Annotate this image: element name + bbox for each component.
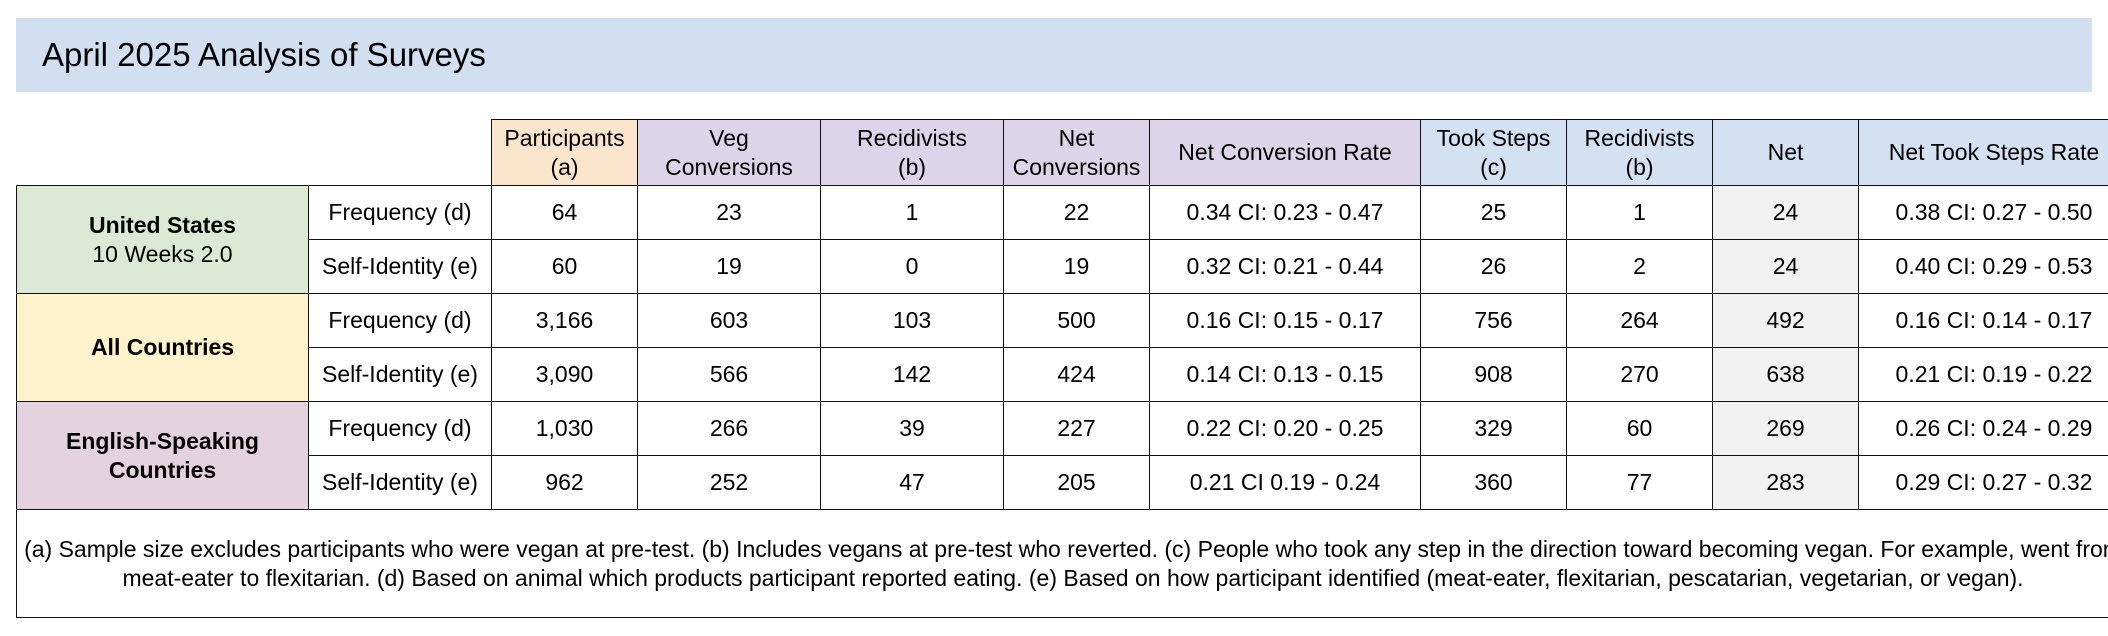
- table-cell: 103: [820, 293, 1004, 348]
- header-net-conversions: Net Conversions: [1003, 119, 1150, 186]
- footnote-row: (a) Sample size excludes participants wh…: [16, 509, 2108, 618]
- table-cell: 0.14 CI: 0.13 - 0.15: [1149, 347, 1421, 402]
- header-net: Net: [1712, 119, 1859, 186]
- table-cell: 492: [1712, 293, 1859, 348]
- table-cell: 19: [637, 239, 821, 294]
- table-cell: 0.21 CI 0.19 - 0.24: [1149, 455, 1421, 510]
- table-cell: 60: [491, 239, 638, 294]
- row-label: Frequency (d): [308, 185, 492, 240]
- table-cell: 360: [1420, 455, 1567, 510]
- table-cell: 23: [637, 185, 821, 240]
- table-cell: 0: [820, 239, 1004, 294]
- table-cell: 252: [637, 455, 821, 510]
- table-cell: 0.34 CI: 0.23 - 0.47: [1149, 185, 1421, 240]
- table-cell: 3,090: [491, 347, 638, 402]
- table-cell: 266: [637, 401, 821, 456]
- table-cell: 908: [1420, 347, 1567, 402]
- table-cell: 22: [1003, 185, 1150, 240]
- row-label: Frequency (d): [308, 293, 492, 348]
- table-cell: 962: [491, 455, 638, 510]
- table-cell: 0.32 CI: 0.21 - 0.44: [1149, 239, 1421, 294]
- table-cell: 283: [1712, 455, 1859, 510]
- table-cell: 270: [1566, 347, 1713, 402]
- group-label-english-speaking: English-Speaking Countries: [16, 401, 309, 510]
- table-cell: 77: [1566, 455, 1713, 510]
- page-title: April 2025 Analysis of Surveys: [16, 18, 2092, 92]
- table-cell: 603: [637, 293, 821, 348]
- header-veg-conversions: Veg Conversions: [637, 119, 821, 186]
- row-label: Self-Identity (e): [308, 347, 492, 402]
- table-cell: 0.38 CI: 0.27 - 0.50: [1858, 185, 2108, 240]
- table-cell: 0.40 CI: 0.29 - 0.53: [1858, 239, 2108, 294]
- header-row: Participants (a) Veg Conversions Recidivis…: [16, 119, 2108, 186]
- table-cell: 24: [1712, 239, 1859, 294]
- header-corner: [16, 119, 492, 186]
- table-cell: 424: [1003, 347, 1150, 402]
- table-row: Self-Identity (e) 962 252 47 205 0.21 CI…: [17, 455, 2108, 510]
- table-cell: 1,030: [491, 401, 638, 456]
- row-label: Self-Identity (e): [308, 455, 492, 510]
- table-cell: 500: [1003, 293, 1150, 348]
- table-cell: 205: [1003, 455, 1150, 510]
- header-recidivists: Recidivists (b): [820, 119, 1004, 186]
- table-cell: 47: [820, 455, 1004, 510]
- table-row: United States 10 Weeks 2.0 Frequency (d) …: [16, 185, 2108, 294]
- table-cell: 0.16 CI: 0.15 - 0.17: [1149, 293, 1421, 348]
- table-cell: 2: [1566, 239, 1713, 294]
- table-cell: 0.29 CI: 0.27 - 0.32: [1858, 455, 2108, 510]
- header-participants: Participants (a): [491, 119, 638, 186]
- table-cell: 0.26 CI: 0.24 - 0.29: [1858, 401, 2108, 456]
- table-cell: 0.16 CI: 0.14 - 0.17: [1858, 293, 2108, 348]
- table-row: All Countries Frequency (d) 3,166 603 10…: [16, 293, 2108, 402]
- table-cell: 142: [820, 347, 1004, 402]
- table-row: Self-Identity (e) 3,090 566 142 424 0.14…: [17, 347, 2108, 402]
- row-label: Self-Identity (e): [308, 239, 492, 294]
- table-cell: 1: [1566, 185, 1713, 240]
- table-cell: 25: [1420, 185, 1567, 240]
- header-net-conversion-rate: Net Conversion Rate: [1149, 119, 1421, 186]
- table-cell: 24: [1712, 185, 1859, 240]
- table-cell: 566: [637, 347, 821, 402]
- table-cell: 227: [1003, 401, 1150, 456]
- survey-table: Participants (a) Veg Conversions Recidivis…: [16, 119, 2108, 618]
- table-cell: 3,166: [491, 293, 638, 348]
- group-label-all-countries: All Countries: [16, 293, 309, 402]
- header-net-took-steps-rate: Net Took Steps Rate: [1858, 119, 2108, 186]
- table-cell: 19: [1003, 239, 1150, 294]
- table-cell: 64: [491, 185, 638, 240]
- table-cell: 756: [1420, 293, 1567, 348]
- table-row: Self-Identity (e) 60 19 0 19 0.32 CI: 0.…: [17, 239, 2108, 294]
- table-cell: 264: [1566, 293, 1713, 348]
- table-cell: 1: [820, 185, 1004, 240]
- footnote: (a) Sample size excludes participants wh…: [16, 509, 2108, 618]
- table-cell: 39: [820, 401, 1004, 456]
- table-cell: 638: [1712, 347, 1859, 402]
- table-cell: 26: [1420, 239, 1567, 294]
- header-took-steps: Took Steps (c): [1420, 119, 1567, 186]
- table-row: English-Speaking Countries Frequency (d) …: [16, 401, 2108, 510]
- table-cell: 0.21 CI: 0.19 - 0.22: [1858, 347, 2108, 402]
- table-cell: 269: [1712, 401, 1859, 456]
- table-cell: 60: [1566, 401, 1713, 456]
- row-label: Frequency (d): [308, 401, 492, 456]
- table-cell: 329: [1420, 401, 1567, 456]
- group-label-united-states: United States 10 Weeks 2.0: [16, 185, 309, 294]
- table-cell: 0.22 CI: 0.20 - 0.25: [1149, 401, 1421, 456]
- header-recidivists-steps: Recidivists (b): [1566, 119, 1713, 186]
